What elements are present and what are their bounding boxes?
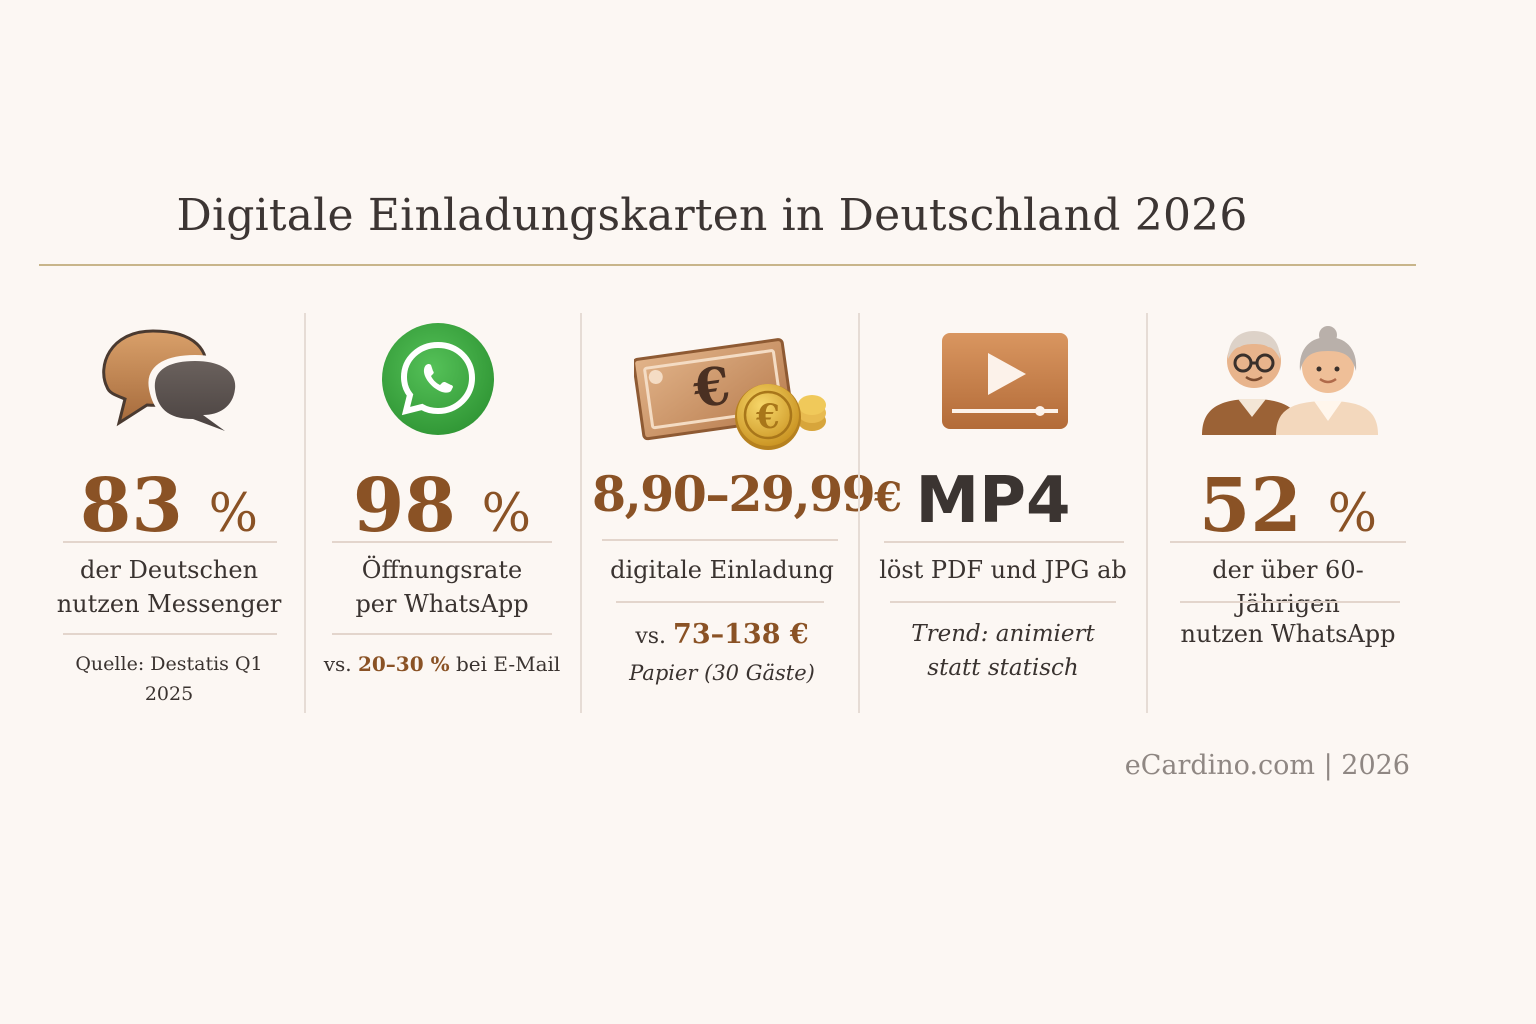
stat-note: nutzen WhatsApp xyxy=(1180,620,1396,648)
stat-unit: % xyxy=(208,484,259,544)
video-play-icon xyxy=(942,333,1068,429)
stat-value: 52 % xyxy=(1166,463,1410,549)
column-divider xyxy=(616,601,824,603)
title-divider xyxy=(39,264,1416,266)
stat-value: 98 % xyxy=(322,463,562,549)
stat-format: MP4 löst PDF und JPG ab Trend: animiert … xyxy=(876,315,1130,713)
stat-number: 98 xyxy=(352,463,456,549)
stat-source-note: Quelle: Destatis Q1 2025 xyxy=(75,653,263,705)
stat-number: 52 xyxy=(1198,463,1302,549)
stat-value: 83 % xyxy=(55,463,283,549)
svg-text:€: € xyxy=(755,397,780,437)
page-title: Digitale Einladungskarten in Deutschland… xyxy=(176,190,1248,241)
stat-description: digitale Einladung xyxy=(610,556,834,584)
stat-value: 8,90–29,99€ xyxy=(592,465,902,523)
column-divider xyxy=(63,541,277,543)
stat-value: MP4 xyxy=(866,463,1120,538)
column-divider xyxy=(332,541,552,543)
column-separator xyxy=(1146,313,1148,713)
stat-description: löst PDF und JPG ab xyxy=(879,556,1127,584)
column-divider xyxy=(602,539,838,541)
column-divider xyxy=(1170,541,1406,543)
stat-comparison-note: vs. 73–138 € Papier (30 Gäste) xyxy=(629,619,815,685)
stat-seniors: 52 % der über 60-Jährigen nutzen WhatsAp… xyxy=(1166,315,1410,713)
stat-whatsapp-open-rate: 98 % Öffnungsrate per WhatsApp vs. 20–30… xyxy=(322,315,562,713)
column-divider xyxy=(884,541,1124,543)
stat-description: Öffnungsrate per WhatsApp xyxy=(355,556,529,618)
footer-credit: eCardino.com | 2026 xyxy=(1124,750,1410,781)
column-divider xyxy=(890,601,1116,603)
stat-description: der Deutschen nutzen Messenger xyxy=(56,556,282,618)
stat-unit: % xyxy=(1327,484,1378,544)
stat-number: 8,90–29,99 xyxy=(592,465,876,523)
svg-text:€: € xyxy=(689,355,734,421)
column-divider xyxy=(63,633,277,635)
speech-bubbles-icon xyxy=(102,329,242,435)
whatsapp-icon xyxy=(382,323,494,435)
stat-price: € € 8,90–29,99€ digitale Einladung vs. 7… xyxy=(592,315,902,713)
stat-comparison-note: vs. 20–30 % bei E-Mail xyxy=(323,652,561,676)
stat-trend-note: Trend: animiert statt statisch xyxy=(911,621,1095,681)
column-separator xyxy=(304,313,306,713)
senior-couple-icon xyxy=(1202,326,1378,435)
stat-unit: % xyxy=(481,484,532,544)
stat-description: der über 60-Jährigen xyxy=(1212,556,1364,618)
stat-number: MP4 xyxy=(915,464,1071,538)
stat-messenger: 83 % der Deutschen nutzen Messenger Quel… xyxy=(55,315,283,713)
stat-number: 83 xyxy=(79,463,183,549)
column-divider xyxy=(1180,601,1400,603)
euro-money-icon: € € xyxy=(634,338,826,450)
column-separator xyxy=(580,313,582,713)
column-separator xyxy=(858,313,860,713)
stat-unit: € xyxy=(874,474,902,521)
column-divider xyxy=(332,633,552,635)
